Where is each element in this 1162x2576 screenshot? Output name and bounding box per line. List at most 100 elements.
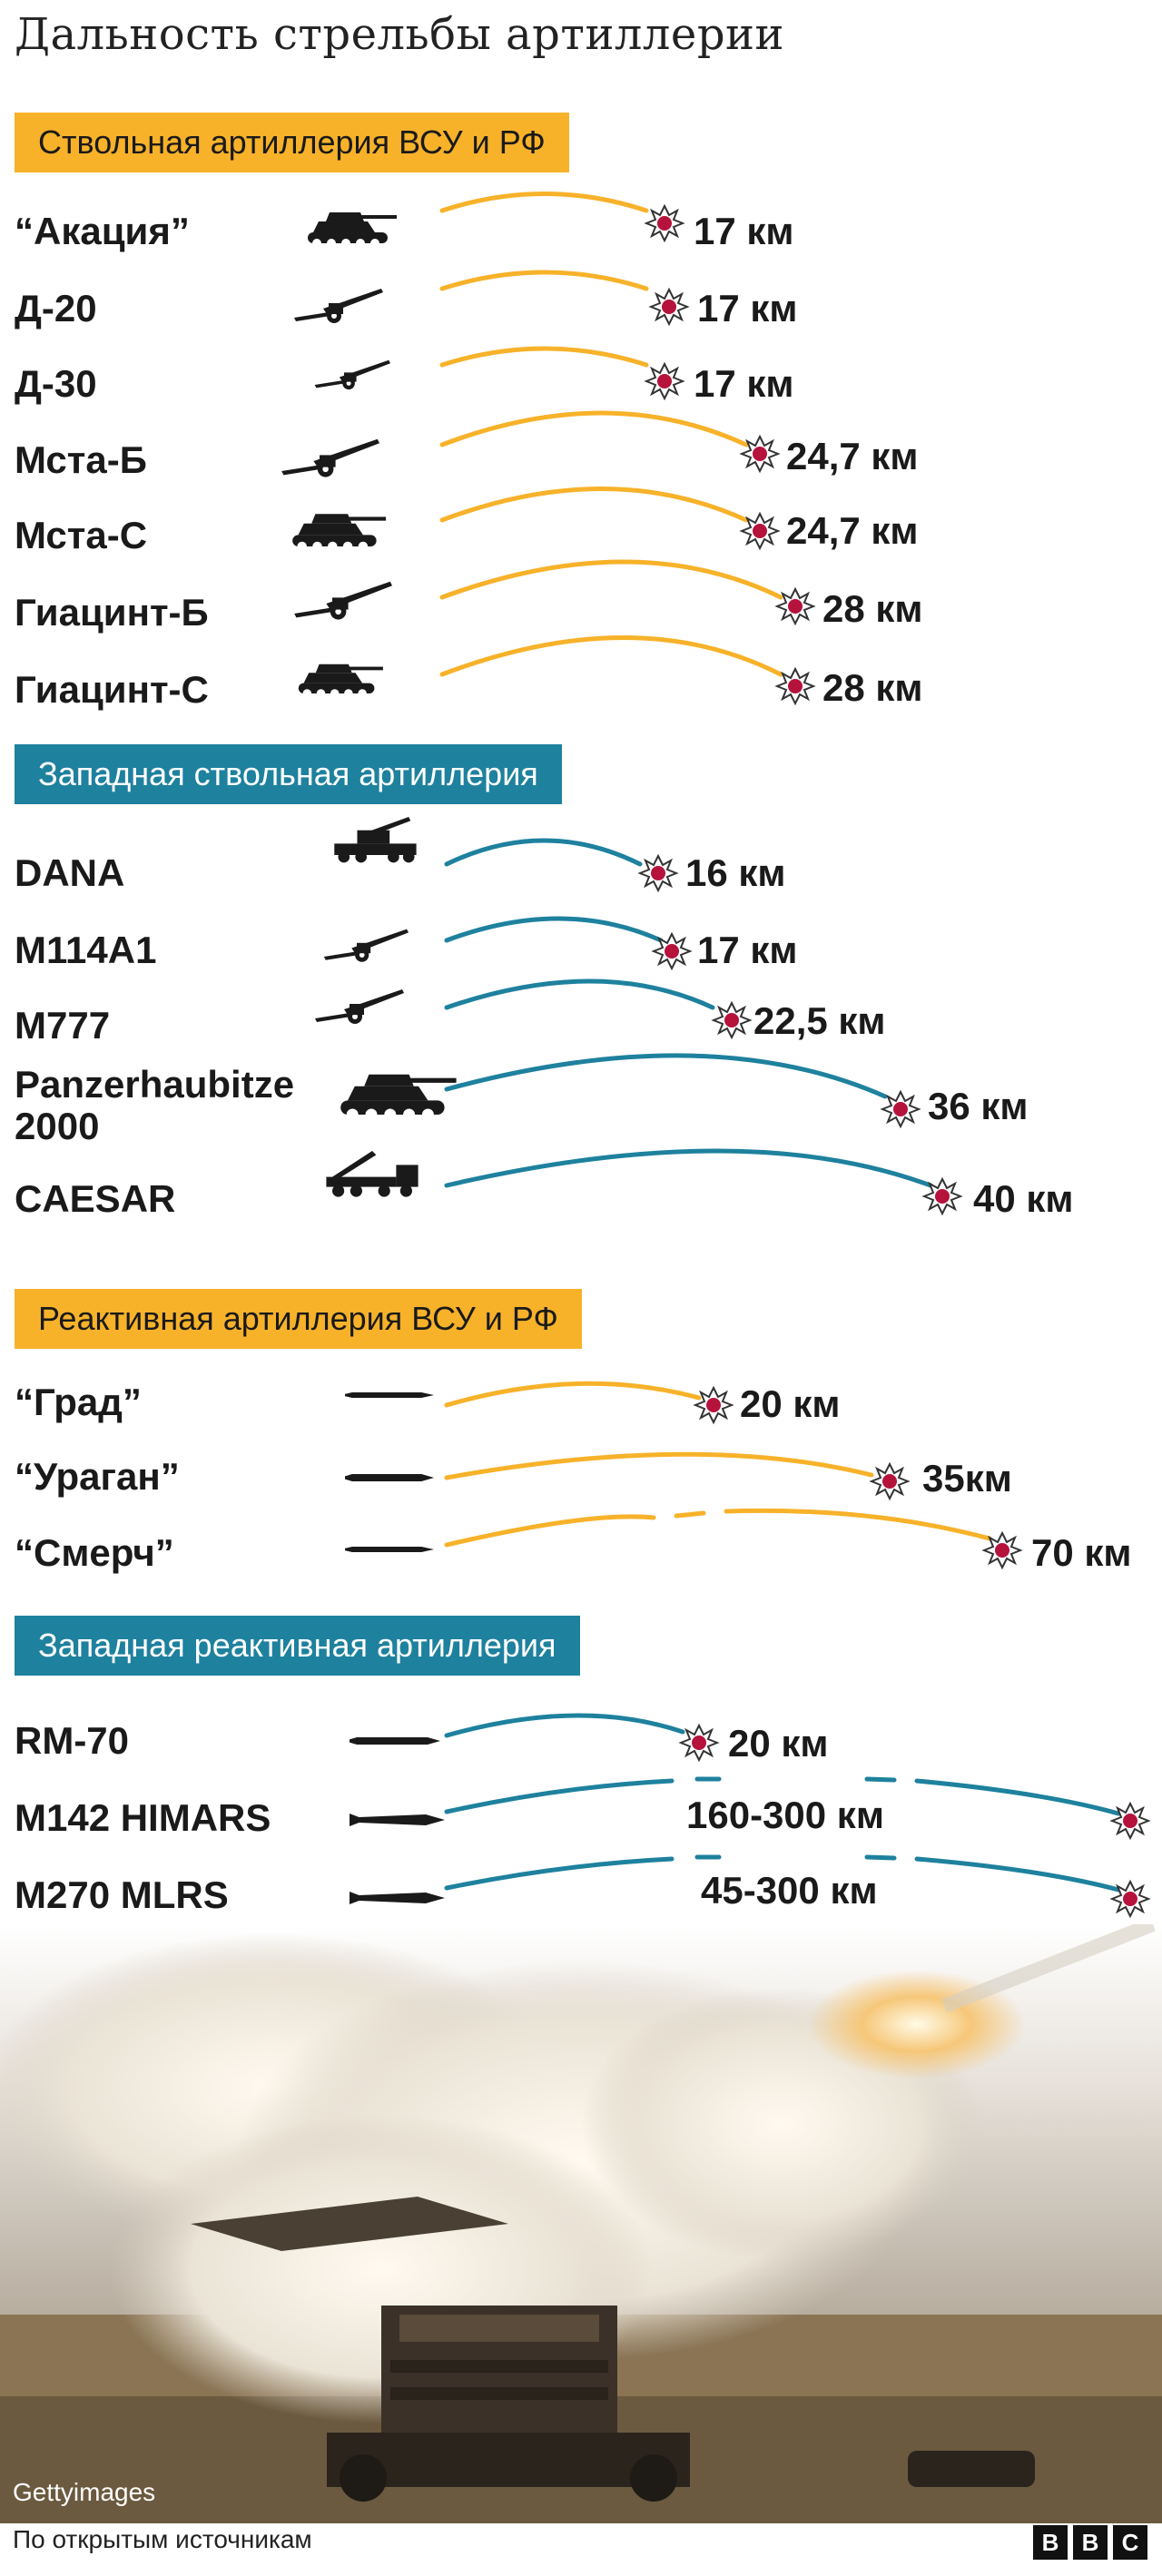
trajectory-arc (444, 1053, 888, 1099)
weapon-name: “Ураган” (15, 1455, 180, 1498)
weapon-name: RM-70 (15, 1719, 130, 1762)
weapon-name: Д-20 (15, 287, 97, 329)
range-label: 16 км (685, 851, 786, 894)
self-propelled-howitzer-icon (308, 212, 397, 248)
weapon-name: Panzerhaubitze 2000 (15, 1063, 295, 1147)
trajectory-arc (724, 1508, 992, 1541)
range-label: 160-300 км (686, 1794, 884, 1836)
trajectory-layer (281, 192, 1149, 1917)
weapon-name: CAESAR (15, 1177, 176, 1220)
weapon-name: Мста-Б (15, 438, 147, 481)
page-title: Дальность стрельбы артиллерии (15, 9, 785, 60)
section-label-ru-ua-barrel: Ствольная артиллерия ВСУ и РФ (15, 113, 569, 172)
impact-burst-icon (1111, 1881, 1149, 1917)
trajectory-arc (914, 1778, 1121, 1816)
trajectory-arc (674, 1510, 706, 1519)
photo-credit: Gettyimages (13, 2478, 156, 2506)
rocket-icon (350, 1737, 440, 1745)
trajectory-arc (444, 1148, 933, 1188)
source-note: По открытым источникам (13, 2525, 312, 2553)
towed-howitzer-icon (294, 289, 383, 323)
rocket-icon (345, 1392, 434, 1398)
weapon-name: Гиацинт-С (15, 668, 209, 711)
truck-mounted-gun-icon (326, 1151, 419, 1197)
trajectory-arc (439, 346, 649, 368)
trajectory-arc (439, 559, 783, 600)
range-label: 17 км (694, 210, 794, 252)
missile-icon (350, 1892, 445, 1904)
impact-burst-icon (1111, 1803, 1149, 1839)
bbc-logo-letter: B (1033, 2525, 1068, 2560)
impact-burst-icon (741, 513, 779, 549)
impact-burst-icon (983, 1532, 1021, 1568)
impact-burst-icon (871, 1463, 909, 1499)
impact-burst-icon (650, 289, 688, 325)
range-label: 20 км (740, 1382, 841, 1425)
impact-burst-icon (645, 363, 684, 399)
trajectory-arc (444, 1713, 685, 1738)
towed-gun-icon (294, 581, 392, 620)
trajectory-arc (439, 192, 649, 213)
impact-burst-icon (776, 588, 814, 624)
weapon-name: Мста-С (15, 514, 148, 556)
weapon-name: Д-30 (15, 362, 97, 405)
trajectory-arc (444, 916, 664, 943)
missile-icon (350, 1814, 445, 1826)
trajectory-arc (444, 838, 643, 867)
bbc-logo-letter: C (1113, 2525, 1147, 2560)
range-label: 22,5 км (753, 999, 886, 1042)
range-label: 70 км (1031, 1531, 1132, 1574)
trajectory-arc (444, 1381, 702, 1408)
impact-burst-icon (923, 1178, 961, 1214)
impact-burst-icon (713, 1002, 751, 1038)
self-propelled-howitzer-icon (292, 514, 387, 552)
towed-howitzer-icon (314, 359, 390, 390)
range-label: 24,7 км (786, 509, 919, 552)
weapon-name: M142 HIMARS (15, 1796, 271, 1839)
range-label: 17 км (697, 287, 798, 329)
impact-burst-icon (680, 1725, 718, 1761)
range-label: 17 км (697, 929, 798, 971)
trajectory-arc (864, 1776, 897, 1783)
range-label: 20 км (728, 1722, 829, 1765)
range-label: 28 км (822, 666, 923, 709)
weapon-name: Гиацинт-Б (15, 591, 209, 634)
trajectory-arc (444, 978, 715, 1010)
towed-howitzer-icon (315, 989, 404, 1024)
self-propelled-howitzer-icon (340, 1074, 457, 1121)
impact-burst-icon (776, 668, 814, 704)
towed-howitzer-icon (281, 438, 379, 477)
impact-burst-icon (653, 933, 691, 969)
weapon-name: M777 (15, 1004, 111, 1047)
weapon-name: M270 MLRS (15, 1873, 229, 1916)
rocket-icon (345, 1474, 434, 1481)
trajectory-arc (444, 1856, 675, 1891)
section-label-western-barrel: Западная ствольная артиллерия (15, 744, 562, 804)
weapon-name: M114A1 (15, 929, 157, 971)
towed-howitzer-icon (323, 929, 409, 962)
impact-burst-icon (881, 1091, 920, 1127)
range-label: 36 км (928, 1085, 1029, 1127)
trajectory-arc (914, 1856, 1121, 1893)
range-label: 35км (922, 1457, 1012, 1499)
trajectory-arc (439, 635, 783, 677)
impact-burst-icon (741, 436, 779, 472)
range-label: 40 км (973, 1177, 1074, 1220)
weapon-name: “Акация” (15, 210, 190, 252)
bbc-logo: B B C (1033, 2525, 1147, 2560)
bbc-logo-letter: B (1073, 2525, 1108, 2560)
trajectory-arc (444, 1778, 675, 1814)
impact-burst-icon (694, 1387, 733, 1423)
rocket-launch-photo (0, 1924, 1162, 2523)
trajectory-arc (444, 1514, 656, 1548)
weapon-name: “Град” (15, 1381, 142, 1423)
trajectory-arc (439, 270, 649, 291)
weapon-name: DANA (15, 851, 125, 894)
section-label-ru-ua-rocket: Реактивная артиллерия ВСУ и РФ (15, 1289, 582, 1349)
section-label-western-rocket: Западная реактивная артиллерия (15, 1616, 580, 1676)
self-propelled-gun-icon (298, 664, 383, 698)
trajectory-arc (439, 410, 749, 447)
trajectory-arc (444, 1451, 874, 1480)
impact-burst-icon (639, 855, 677, 891)
trajectory-arc (864, 1854, 897, 1861)
